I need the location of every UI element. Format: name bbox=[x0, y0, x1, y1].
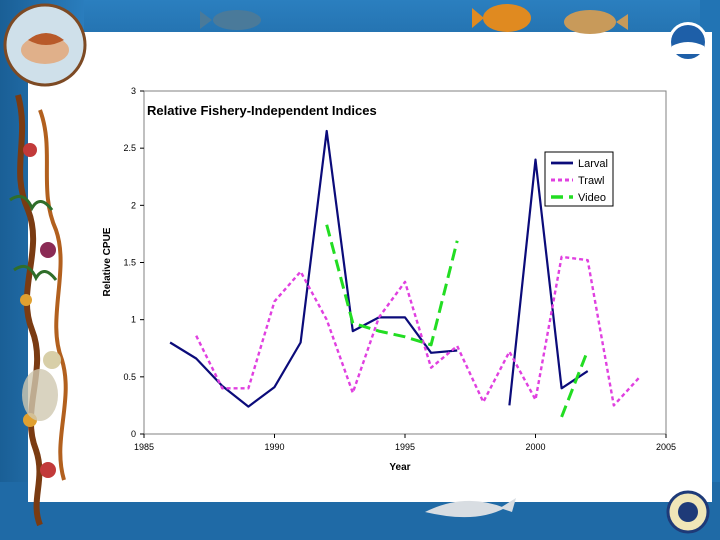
y-axis-label: Relative CPUE bbox=[102, 227, 113, 296]
fish-icon bbox=[564, 10, 628, 34]
fish-icon bbox=[472, 4, 531, 32]
legend: Larval Trawl Video bbox=[544, 151, 614, 207]
x-axis-label: Year bbox=[389, 462, 410, 473]
y-tick-label: 2.5 bbox=[123, 143, 136, 153]
x-tick-label: 1995 bbox=[395, 442, 415, 452]
commerce-seal bbox=[666, 490, 710, 534]
y-tick-label: 3 bbox=[131, 86, 136, 96]
y-tick-label: 0.5 bbox=[123, 372, 136, 382]
noaa-logo bbox=[668, 22, 708, 62]
y-axis: 0 0.5 1 1.5 2 2.5 3 bbox=[123, 86, 144, 439]
x-tick-label: 2000 bbox=[525, 442, 545, 452]
x-tick-label: 2005 bbox=[656, 442, 676, 452]
chart-title: Relative Fishery-Independent Indices bbox=[147, 103, 377, 118]
series-line-trawl bbox=[195, 255, 641, 407]
series-line-video bbox=[560, 349, 590, 418]
fish-icon bbox=[200, 10, 261, 30]
seaweed-border bbox=[9, 94, 68, 527]
legend-label-larval: Larval bbox=[578, 158, 608, 170]
legend-label-trawl: Trawl bbox=[578, 175, 604, 187]
y-tick-label: 1 bbox=[131, 315, 136, 325]
hands-holding-fish-logo bbox=[3, 3, 87, 87]
dolphin-icon bbox=[425, 498, 516, 518]
x-axis: 1985 1990 1995 2000 2005 Year bbox=[134, 434, 676, 473]
series-layer bbox=[169, 129, 641, 418]
y-tick-label: 1.5 bbox=[123, 258, 136, 268]
y-tick-label: 0 bbox=[131, 429, 136, 439]
x-tick-label: 1985 bbox=[134, 442, 154, 452]
series-line-video bbox=[325, 224, 459, 347]
legend-label-video: Video bbox=[578, 192, 606, 204]
x-tick-label: 1990 bbox=[264, 442, 284, 452]
y-tick-label: 2 bbox=[131, 200, 136, 210]
